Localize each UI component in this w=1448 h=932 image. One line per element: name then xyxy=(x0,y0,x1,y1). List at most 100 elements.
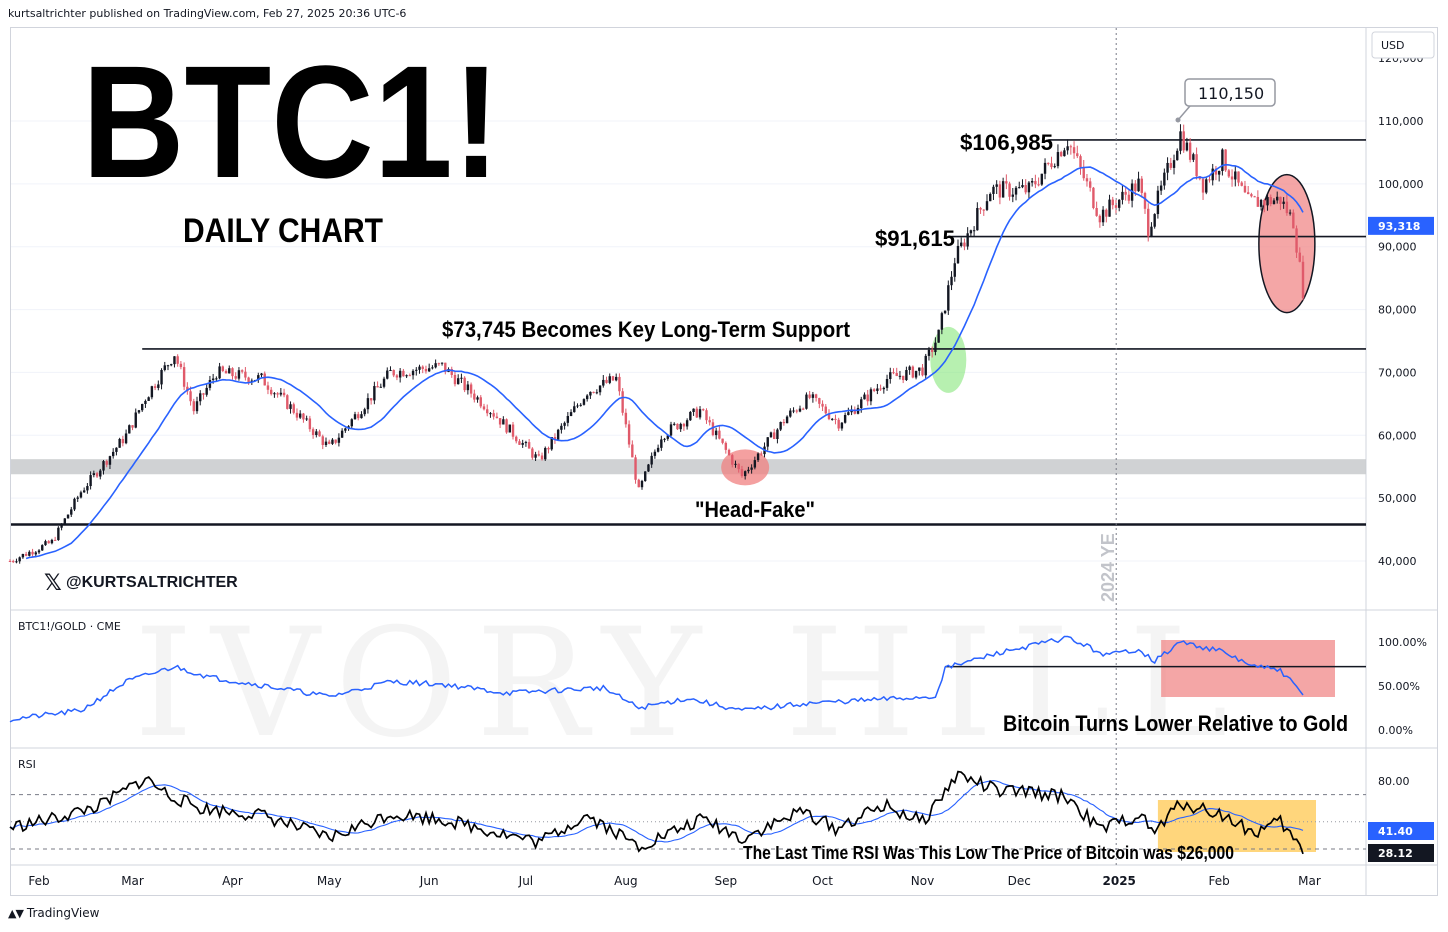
candle-body xyxy=(1053,166,1056,168)
candle-body xyxy=(202,393,205,395)
candle-body xyxy=(1072,147,1076,154)
candle-body xyxy=(476,397,479,400)
candle-body xyxy=(995,184,998,187)
candle-body xyxy=(376,386,379,388)
candle-body xyxy=(605,379,608,383)
currency-label: USD xyxy=(1381,39,1405,52)
time-tick-label: Mar xyxy=(1298,874,1321,888)
candle-body xyxy=(544,447,547,460)
candle-body xyxy=(205,387,208,395)
candle-body xyxy=(1250,194,1253,197)
candle-body xyxy=(121,438,125,444)
candle-body xyxy=(1276,196,1279,201)
candle-body xyxy=(789,410,792,417)
candle-body xyxy=(1069,146,1073,148)
candle-body xyxy=(1024,185,1027,193)
candle-body xyxy=(115,447,118,452)
head-fake-annotation: "Head-Fake" xyxy=(695,497,815,522)
price-badge-value: 93,318 xyxy=(1378,220,1420,233)
candle-body xyxy=(834,418,837,420)
candle-body xyxy=(466,384,470,391)
candle-body xyxy=(637,479,640,488)
candle-body xyxy=(137,410,141,413)
candle-body xyxy=(221,366,225,371)
candle-body xyxy=(150,386,154,398)
candle-body xyxy=(247,377,250,383)
candle-body xyxy=(644,471,647,481)
footer[interactable]: ▲▼ TradingView xyxy=(8,906,99,920)
candle-body xyxy=(1295,228,1298,253)
candle-body xyxy=(750,467,753,470)
candle-body xyxy=(408,375,412,377)
candle-body xyxy=(340,430,344,438)
candle-body xyxy=(389,370,392,372)
candle-body xyxy=(550,436,553,450)
x-logo-icon: 𝕏 xyxy=(44,571,62,596)
candle-body xyxy=(1043,162,1047,174)
candle-body xyxy=(266,385,270,390)
candle-body xyxy=(1298,252,1301,262)
candle-body xyxy=(1059,152,1063,157)
candle-body xyxy=(676,423,679,430)
price-tick-label: 60,000 xyxy=(1378,429,1417,442)
x-handle[interactable]: 𝕏 @KURTSALTRICHTER xyxy=(44,571,238,596)
candle-body xyxy=(698,409,702,418)
price-badge xyxy=(1368,216,1434,235)
candle-body xyxy=(611,376,615,381)
currency-button[interactable] xyxy=(1371,31,1435,59)
candle-body xyxy=(573,406,576,413)
candle-body xyxy=(1092,187,1095,209)
candle-body xyxy=(244,371,247,378)
candle-body xyxy=(186,386,189,392)
candle-body xyxy=(366,398,370,410)
candle-body xyxy=(631,444,634,458)
candles xyxy=(8,124,1305,564)
candle-body xyxy=(576,405,579,407)
candle-body xyxy=(124,433,128,444)
candle-body xyxy=(357,414,360,419)
candle-body xyxy=(1253,196,1256,198)
candle-body xyxy=(760,453,763,455)
candle-body xyxy=(779,421,782,430)
candle-body xyxy=(337,437,341,443)
candle-body xyxy=(1266,197,1269,206)
candle-body xyxy=(534,454,537,458)
rsi-line xyxy=(9,770,1304,855)
candle-body xyxy=(315,431,318,436)
candle-body xyxy=(740,469,744,477)
candle-body xyxy=(969,230,973,234)
candle-body xyxy=(1246,192,1250,195)
time-tick-label: Jul xyxy=(518,874,533,888)
candle-body xyxy=(879,388,882,390)
candle-body xyxy=(592,391,595,393)
candle-body xyxy=(1217,171,1221,175)
candle-body xyxy=(82,490,86,493)
candle-body xyxy=(311,429,315,436)
watermark-text: IVORY HILL xyxy=(134,597,1246,771)
candle-body xyxy=(24,553,28,556)
peak-label: 110,150 xyxy=(1198,84,1264,103)
candle-body xyxy=(208,379,212,388)
candle-body xyxy=(44,541,47,546)
candle-body xyxy=(753,460,757,468)
candle-body xyxy=(705,410,708,421)
candle-body xyxy=(440,362,444,364)
candle-body xyxy=(318,431,321,437)
rsi-axis-ticks: 80.00 xyxy=(1378,775,1410,788)
candle-body xyxy=(885,379,889,388)
candle-body xyxy=(782,421,786,424)
candle-body xyxy=(1234,171,1237,180)
candle-body xyxy=(527,442,531,449)
candle-body xyxy=(708,420,711,423)
candle-body xyxy=(1137,178,1140,192)
candle-body xyxy=(1256,196,1260,207)
ratio-axis-ticks: 0.00% 50.00% 100.00% xyxy=(1378,636,1427,737)
candle-body xyxy=(569,412,573,416)
rsi-badge xyxy=(1368,844,1434,862)
candle-body xyxy=(215,378,218,380)
candle-body xyxy=(660,439,663,448)
candle-body xyxy=(66,514,70,519)
candle-body xyxy=(89,475,92,487)
candle-body xyxy=(1227,170,1231,177)
